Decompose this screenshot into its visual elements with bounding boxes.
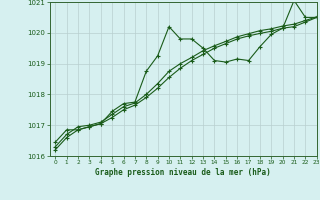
X-axis label: Graphe pression niveau de la mer (hPa): Graphe pression niveau de la mer (hPa) xyxy=(95,168,271,177)
